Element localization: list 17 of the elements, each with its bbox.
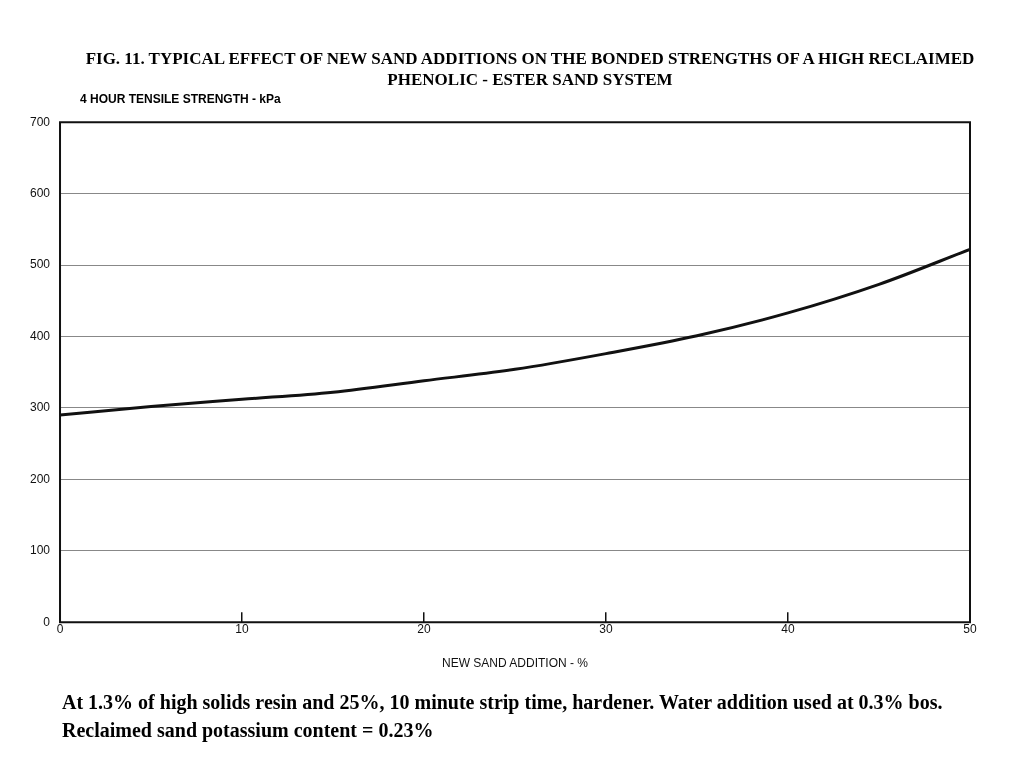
y-axis-title: 4 HOUR TENSILE STRENGTH - kPa (80, 92, 281, 106)
y-tick-label: 600 (29, 185, 51, 200)
y-tick-label: 200 (29, 471, 51, 486)
y-tick-label: 300 (29, 400, 51, 415)
x-tick-label: 0 (56, 621, 64, 636)
y-tick-label: 100 (29, 543, 51, 558)
x-tick-label: 30 (599, 621, 613, 636)
x-tick-label: 20 (417, 621, 432, 636)
x-axis-title: NEW SAND ADDITION - % (442, 656, 589, 671)
y-tick-label: 400 (29, 328, 51, 343)
text: At 1.3% of high solids resin and 25%, 10 minute strip time, hardener. Water addition used at 0.3% bos. Reclaimed sand potassium content = 0.23% (62, 690, 944, 744)
y-tick-label: 700 (29, 114, 51, 129)
chart-title: FIG. 11. TYPICAL EFFECT OF NEW SAND ADDITIONS ON THE BONDED STRENGTHS OF A HIGH RECLAIMED PHENOLIC - ESTER SAND SYSTEM (84, 48, 976, 90)
x-tick-label: 50 (963, 621, 977, 636)
y-tick-label: 500 (29, 257, 51, 272)
x-tick-label: 40 (781, 621, 795, 636)
x-tick-label: 10 (235, 621, 250, 636)
